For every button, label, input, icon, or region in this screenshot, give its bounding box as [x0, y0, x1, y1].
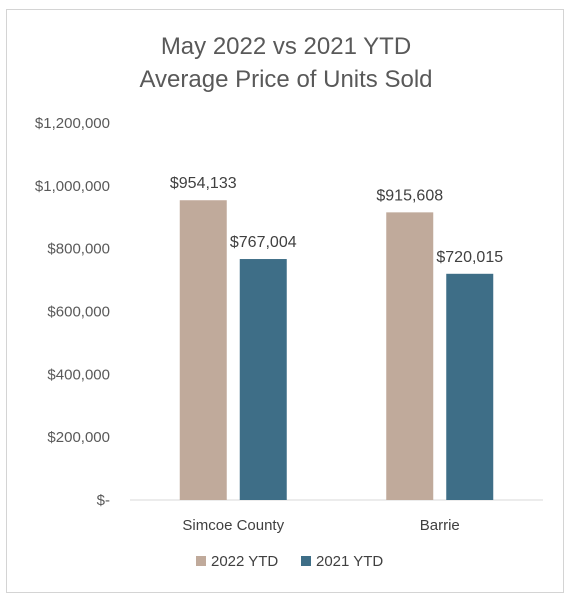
bar-2021-ytd — [446, 273, 494, 500]
y-tick-label: $- — [97, 492, 110, 509]
y-tick-label: $600,000 — [47, 304, 110, 321]
data-label: $915,608 — [376, 187, 443, 204]
bar-2021-ytd — [239, 259, 287, 500]
bar-2022-ytd — [179, 200, 227, 500]
data-label: $720,015 — [436, 249, 503, 266]
legend-label: 2022 YTD — [211, 553, 278, 570]
bar-2022-ytd — [386, 212, 434, 500]
legend-label: 2021 YTD — [316, 553, 383, 570]
data-label: $767,004 — [230, 234, 297, 251]
y-tick-label: $1,200,000 — [35, 115, 110, 132]
x-category-label: Barrie — [420, 517, 460, 534]
legend-swatch — [301, 556, 311, 566]
data-label: $954,133 — [170, 175, 237, 192]
legend-swatch — [196, 556, 206, 566]
x-category-label: Simcoe County — [182, 517, 284, 534]
y-tick-label: $200,000 — [47, 429, 110, 446]
y-tick-label: $800,000 — [47, 241, 110, 258]
chart-title-line: Average Price of Units Sold — [139, 66, 432, 93]
chart-title-line: May 2022 vs 2021 YTD — [161, 33, 411, 60]
y-tick-label: $400,000 — [47, 366, 110, 383]
y-tick-label: $1,000,000 — [35, 178, 110, 195]
